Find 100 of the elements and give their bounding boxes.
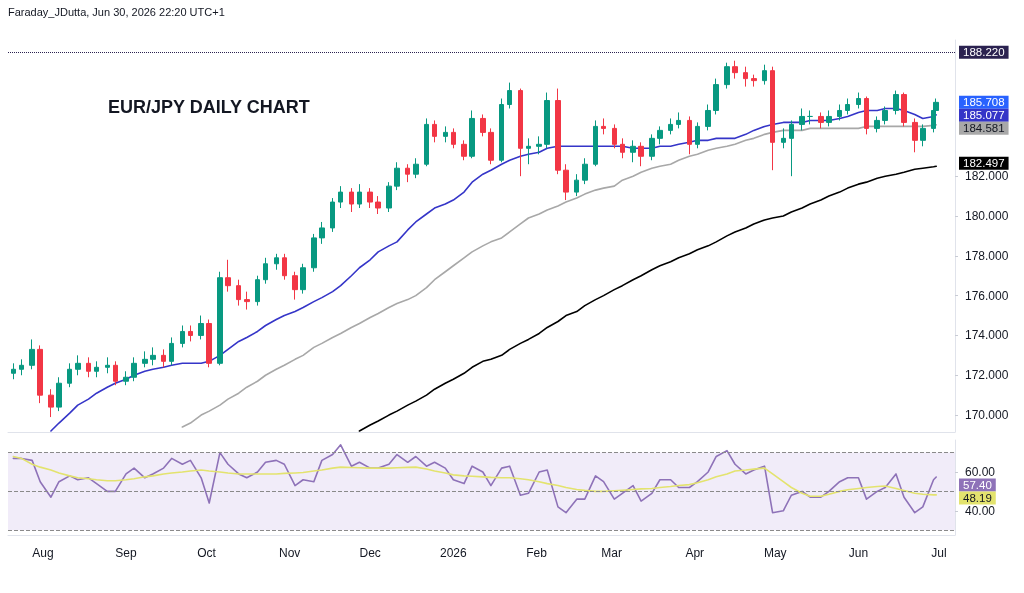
candlestick [142, 350, 148, 368]
y-tick-label: 174.000 [965, 328, 1009, 343]
candlestick [612, 123, 617, 149]
candlestick [732, 60, 738, 80]
line-series [12, 444, 938, 514]
candlestick [920, 123, 926, 147]
candlestick [856, 92, 861, 109]
y-tick-label: 60.00 [965, 464, 996, 479]
candlestick [282, 253, 287, 281]
candlestick [593, 119, 598, 167]
candlestick [574, 173, 579, 197]
candlestick [781, 127, 786, 149]
annotation: 182.497 [963, 157, 1005, 170]
candlestick [263, 257, 268, 285]
candlestick [161, 348, 166, 368]
annotation: 57.40 [963, 478, 992, 491]
x-tick-label: Jun [848, 546, 869, 560]
candlestick [469, 109, 475, 159]
candlestick [319, 221, 325, 245]
x-tick-label: 2026 [439, 546, 467, 560]
text: Faraday_JDutta, Jun 30, 2026 22:20 UTC+1 [8, 5, 225, 18]
candlestick [225, 259, 231, 293]
candlestick [518, 88, 523, 177]
candlestick [882, 105, 888, 125]
x-tick-label: Mar [601, 546, 622, 560]
candlestick [676, 111, 681, 129]
x-tick-label: Sep [115, 546, 138, 560]
candlestick [37, 344, 43, 404]
candlestick [131, 356, 137, 382]
candlestick [807, 109, 813, 125]
candlestick [375, 195, 381, 215]
candlestick [443, 125, 448, 143]
x-tick-label: Dec [359, 546, 381, 560]
candlestick [123, 370, 129, 386]
candlestick [48, 388, 54, 418]
candlestick [687, 115, 692, 155]
y-tick-label: 178.000 [965, 248, 1009, 263]
candlestick [657, 125, 663, 145]
candlestick [349, 187, 354, 213]
candlestick [255, 275, 260, 307]
candlestick [762, 64, 767, 86]
candlestick [837, 104, 842, 121]
candlestick [357, 183, 362, 209]
candlestick [705, 104, 711, 131]
candlestick [217, 271, 223, 366]
candlestick [544, 92, 550, 149]
candlestick [244, 291, 250, 311]
candlestick [901, 92, 907, 127]
candlestick [188, 324, 193, 342]
candlestick [67, 362, 72, 388]
candlestick [367, 187, 373, 209]
candlestick [555, 88, 561, 175]
ref-line-label: 188.220 [963, 46, 1005, 59]
x-tick-label: Feb [526, 546, 548, 560]
candlestick [630, 139, 636, 163]
candlestick [770, 66, 775, 171]
candlestick [507, 82, 512, 109]
candlestick [206, 319, 212, 368]
candlestick [695, 121, 700, 149]
candlestick [236, 279, 241, 307]
line-series [358, 165, 938, 432]
candlestick [826, 109, 832, 127]
candlestick [75, 354, 81, 376]
candlestick [751, 74, 757, 88]
candlestick [292, 271, 298, 301]
candlestick [451, 127, 456, 149]
candlestick [499, 98, 504, 163]
candlestick [461, 139, 467, 161]
x-tick-label: Aug [32, 546, 54, 560]
y-tick-label: 40.00 [965, 503, 996, 518]
candlestick [488, 127, 494, 165]
candlestick [86, 356, 91, 378]
x-tick-label: Apr [685, 546, 705, 560]
y-tick-label: 182.000 [965, 169, 1009, 184]
y-tick-label: 180.000 [965, 208, 1009, 223]
candlestick [480, 113, 486, 137]
candlestick [912, 117, 918, 153]
candlestick [424, 117, 429, 167]
x-tick-label: May [763, 546, 787, 560]
candlestick [536, 135, 542, 155]
text: EUR/JPY DAILY CHART [108, 97, 310, 117]
candlestick [405, 163, 410, 183]
x-tick-label: Nov [279, 546, 301, 560]
candlestick [11, 362, 16, 380]
candlestick [649, 133, 655, 161]
candlestick [150, 346, 156, 366]
candlestick [638, 141, 644, 167]
candlestick [413, 157, 419, 179]
candlestick [394, 161, 400, 191]
candlestick [386, 181, 392, 213]
candlestick [338, 185, 343, 209]
candlestick [330, 197, 335, 233]
candlestick [563, 163, 569, 201]
candlestick [845, 98, 850, 115]
candlestick [893, 90, 899, 115]
candlestick [94, 360, 99, 378]
candlestick [668, 117, 673, 135]
candlestick [56, 376, 62, 412]
y-tick-label: 170.000 [965, 408, 1009, 423]
candlestick [432, 119, 437, 143]
